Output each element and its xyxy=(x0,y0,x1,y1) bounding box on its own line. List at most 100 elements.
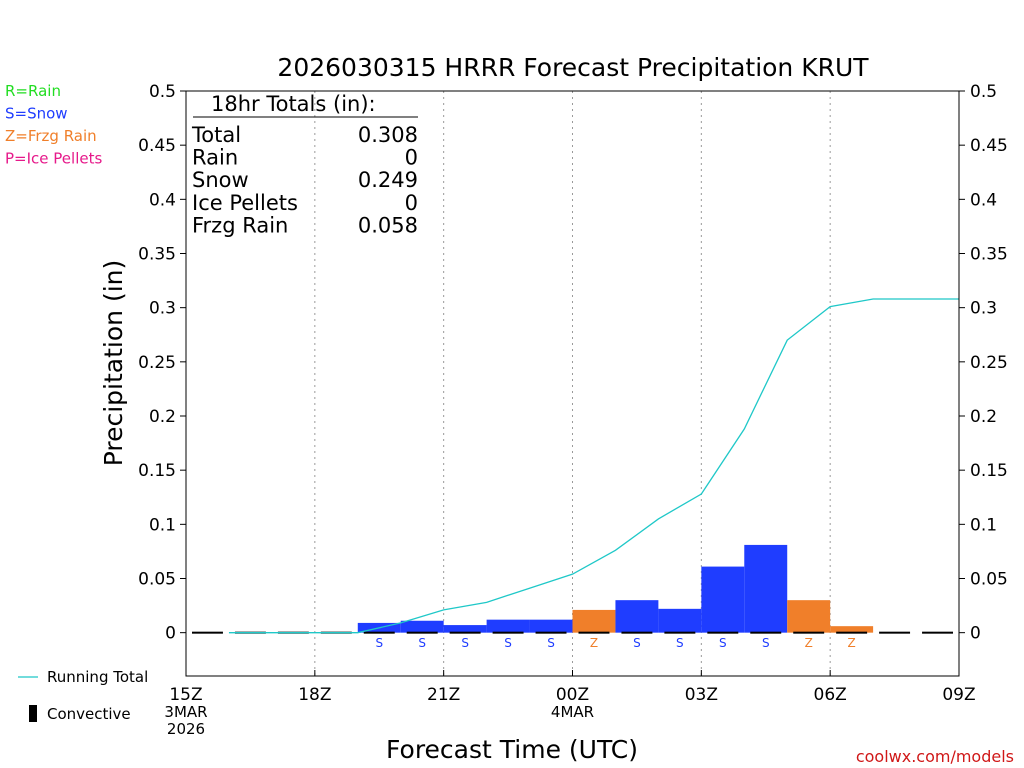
credit-text: coolwx.com/models xyxy=(856,747,1014,766)
x-tick-label: 4MAR xyxy=(551,703,594,721)
convective-legend: Convective xyxy=(29,705,131,723)
precip-bar xyxy=(400,620,444,633)
x-tick-label: 06Z xyxy=(814,685,847,705)
convective-bar xyxy=(879,631,911,634)
running-total-legend: Running Total xyxy=(18,668,148,686)
totals-box: 18hr Totals (in): Total 0.308 Rain 0 Snow 0.2… xyxy=(191,92,418,237)
ptype-label: Z xyxy=(590,636,598,650)
x-tick-label: 15Z xyxy=(169,685,202,705)
ptype-label: S xyxy=(375,636,383,650)
convective-bar xyxy=(363,631,395,634)
precip-bar xyxy=(529,619,573,633)
precip-bar xyxy=(830,626,874,633)
y-tick-label-left: 0.4 xyxy=(149,190,176,210)
ptype-label: S xyxy=(633,636,641,650)
ptype-legend-item: Z=Frzg Rain xyxy=(5,127,97,145)
y-tick-label-left: 0.1 xyxy=(149,515,176,535)
y-tick-label-right: 0.05 xyxy=(970,570,1008,590)
x-tick-label: 00Z xyxy=(556,685,589,705)
convective-bar xyxy=(750,631,782,634)
totals-row-label: Total xyxy=(191,123,241,147)
precip-bar xyxy=(701,566,745,633)
x-tick-label: 09Z xyxy=(942,685,975,705)
y-tick-label-left: 0.35 xyxy=(138,245,176,265)
convective-bar xyxy=(492,631,524,634)
x-tick-label: 03Z xyxy=(685,685,718,705)
y-tick-label-right: 0.3 xyxy=(970,299,997,319)
totals-row-label: Snow xyxy=(192,168,249,192)
precip-bar xyxy=(615,600,659,633)
convective-bar xyxy=(793,631,825,634)
running-total-group xyxy=(228,298,959,634)
chart-title: 2026030315 HRRR Forecast Precipitation K… xyxy=(277,53,869,82)
convective-bar xyxy=(922,631,953,634)
ptype-legend-item: P=Ice Pellets xyxy=(5,150,102,168)
x-tick-label: 18Z xyxy=(298,685,331,705)
ptype-label: S xyxy=(504,636,512,650)
totals-row-label: Frzg Rain xyxy=(192,213,288,237)
convective-bar xyxy=(192,631,223,634)
totals-row-label: Ice Pellets xyxy=(192,191,298,215)
precip-bar xyxy=(658,608,702,633)
convective-bar xyxy=(707,631,739,634)
ptype-label: S xyxy=(418,636,426,650)
y-tick-label-right: 0.15 xyxy=(970,461,1008,481)
convective-legend-swatch xyxy=(29,705,37,722)
ptype-legend-item: R=Rain xyxy=(5,82,61,100)
ptype-label: S xyxy=(762,636,770,650)
plot-frame xyxy=(185,90,960,677)
y-axis-ticks: 0 0 0.05 0.05 0.1 0.1 0.15 0.15 0.2 0.2 0.25 0.25 0.… xyxy=(138,82,1008,644)
ptype-legend: R=Rain S=Snow Z=Frzg Rain P=Ice Pellets xyxy=(5,82,102,168)
y-tick-label-right: 0.25 xyxy=(970,353,1008,373)
x-tick-label: 21Z xyxy=(427,685,460,705)
precip-bar xyxy=(486,619,530,633)
convective-bar xyxy=(535,631,567,634)
totals-row-value: 0.058 xyxy=(358,213,418,237)
ptype-label: S xyxy=(676,636,684,650)
y-tick-label-right: 0.35 xyxy=(970,245,1008,265)
x-tick-label: 2026 xyxy=(167,720,205,738)
y-tick-label-left: 0.3 xyxy=(149,299,176,319)
ptype-label: Z xyxy=(805,636,813,650)
y-tick-label-left: 0.05 xyxy=(138,570,176,590)
ptype-label: S xyxy=(719,636,727,650)
running-total-legend-label: Running Total xyxy=(47,668,148,686)
totals-rows: Total 0.308 Rain 0 Snow 0.249 Ice Pellets 0 Frzg… xyxy=(191,123,418,237)
ptype-label: Z xyxy=(848,636,856,650)
y-tick-label-left: 0.15 xyxy=(138,461,176,481)
y-tick-label-left: 0.25 xyxy=(138,353,176,373)
y-axis-label: Precipitation (in) xyxy=(99,260,128,467)
precip-bar xyxy=(572,609,616,633)
ptype-legend-item: S=Snow xyxy=(5,105,68,123)
bars-group xyxy=(357,544,874,633)
precip-bar xyxy=(443,625,487,633)
y-tick-label-right: 0.5 xyxy=(970,82,997,102)
convective-bar xyxy=(578,631,610,634)
y-tick-label-left: 0.2 xyxy=(149,407,176,427)
x-tick-label: 3MAR xyxy=(164,703,207,721)
precip-bar xyxy=(787,600,831,633)
convective-bar xyxy=(449,631,481,634)
convective-bar xyxy=(621,631,653,634)
y-tick-label-right: 0.1 xyxy=(970,515,997,535)
totals-row-value: 0 xyxy=(405,146,418,170)
convective-bar xyxy=(406,631,438,634)
y-tick-label-right: 0 xyxy=(970,624,981,644)
totals-row-value: 0.308 xyxy=(358,123,418,147)
totals-row-value: 0 xyxy=(405,191,418,215)
y-tick-label-left: 0.5 xyxy=(149,82,176,102)
y-tick-label-left: 0.45 xyxy=(138,136,176,156)
ptype-label: S xyxy=(461,636,469,650)
y-tick-label-right: 0.2 xyxy=(970,407,997,427)
x-axis-label: Forecast Time (UTC) xyxy=(386,735,638,764)
convective-legend-label: Convective xyxy=(47,705,131,723)
totals-row-label: Rain xyxy=(192,146,238,170)
convective-bar xyxy=(836,631,868,634)
convective-bar xyxy=(664,631,696,634)
y-tick-label-right: 0.45 xyxy=(970,136,1008,156)
totals-header: 18hr Totals (in): xyxy=(211,92,376,116)
y-tick-label-right: 0.4 xyxy=(970,190,997,210)
